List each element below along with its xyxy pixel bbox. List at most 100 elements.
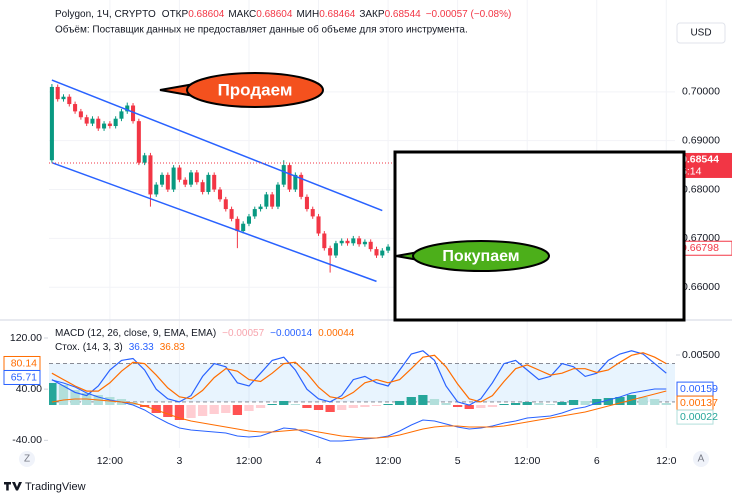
candle-body <box>270 194 275 207</box>
ohlc-value: 0.68544 <box>385 9 422 20</box>
histogram-bar <box>313 405 324 410</box>
candle-body <box>90 118 95 124</box>
nav-right[interactable]: A <box>698 454 705 465</box>
histogram-bar <box>290 404 300 405</box>
candle-body <box>131 105 136 122</box>
candle-body <box>304 196 309 210</box>
candle-body <box>339 240 344 244</box>
candle-body <box>212 174 217 190</box>
x-tick-label: 12:0 <box>656 455 677 467</box>
histogram-bar <box>592 399 602 405</box>
nav-button[interactable] <box>693 451 709 467</box>
candle-body <box>374 249 379 256</box>
histogram-bar <box>325 405 335 412</box>
histogram-bar <box>151 405 161 413</box>
x-tick-label: 12:00 <box>375 455 401 467</box>
ohlc-value: 0.68464 <box>319 9 356 20</box>
candle-body <box>293 174 298 190</box>
legend-value: −0.00014 <box>270 328 312 339</box>
nav-left[interactable]: Z <box>24 454 30 465</box>
histogram-bar <box>406 397 416 405</box>
candle-body <box>67 96 72 105</box>
histogram-bar <box>348 405 358 408</box>
branding: TradingView <box>25 481 86 493</box>
legend-value: 0.00044 <box>318 328 355 339</box>
histogram-bar <box>418 395 428 405</box>
candle-body <box>252 209 257 217</box>
candle-body <box>223 199 228 210</box>
histogram-bar <box>360 405 370 407</box>
histogram-bar <box>302 405 312 408</box>
candle-body <box>73 104 78 112</box>
histogram-bar <box>557 402 567 405</box>
candle-body <box>299 174 304 197</box>
candle-body <box>177 167 182 180</box>
value-label-box <box>676 409 714 425</box>
buy-bubble <box>412 240 550 272</box>
histogram-bar <box>568 400 579 405</box>
value-label: 0.00137 <box>680 397 718 409</box>
candle-body <box>125 105 130 112</box>
x-tick-label: 3 <box>176 455 182 467</box>
histogram-bar <box>603 398 613 405</box>
last-price-label: 0.68544 <box>681 154 719 166</box>
last-price-box <box>677 152 732 178</box>
candle-body <box>333 243 338 256</box>
candle-body <box>386 246 391 251</box>
candle-body <box>362 241 367 245</box>
histogram-bar <box>545 404 556 405</box>
candle-body <box>275 184 280 207</box>
y2-tick-label: 0.00500 <box>682 349 720 361</box>
indicator-line <box>51 350 667 406</box>
ohlc-label: ОТКР <box>162 9 189 20</box>
x-tick-label: 5 <box>455 455 461 467</box>
histogram-bar <box>174 405 185 420</box>
ohlc-label: МАКС <box>228 9 256 20</box>
overlay-box <box>393 150 686 322</box>
x-tick-label: 12:00 <box>97 455 123 467</box>
histogram-bar <box>70 390 80 405</box>
stoch-band <box>49 363 675 402</box>
candle-body <box>96 118 101 129</box>
price-pane <box>49 79 675 283</box>
candle-body <box>328 248 333 256</box>
y-tick-label: 0.66000 <box>682 281 720 293</box>
histogram-bar <box>650 399 660 405</box>
value-label: 0.00159 <box>680 383 718 395</box>
histogram-bar <box>371 405 382 406</box>
y-tick-label: -40.00 <box>12 434 42 446</box>
nav-button[interactable] <box>19 451 35 467</box>
histogram-bar <box>163 405 173 417</box>
x-tick-label: 6 <box>594 455 600 467</box>
candle-body <box>183 179 188 185</box>
histogram-bar <box>267 404 277 405</box>
countdown: 6:14 <box>681 166 702 178</box>
x-tick-label: 4 <box>316 455 322 467</box>
legend-title: MACD (12, 26, close, 9, EMA, EMA) <box>55 328 216 339</box>
indicator-line <box>51 352 667 403</box>
ohlc-value: 0.68604 <box>188 9 225 20</box>
currency[interactable]: USD <box>690 28 711 39</box>
candle-body <box>119 111 124 119</box>
candle-body <box>241 223 246 232</box>
currency-button[interactable] <box>676 22 726 44</box>
logo <box>3 482 22 491</box>
candle-body <box>49 86 54 161</box>
candle-body <box>78 111 83 118</box>
candle-body <box>287 165 292 190</box>
legend-value: 36.33 <box>129 342 154 353</box>
candle-body <box>217 189 223 200</box>
histogram-bar <box>279 401 289 405</box>
y-tick-label: 0.70000 <box>682 86 720 98</box>
value-label-box <box>3 369 41 385</box>
change: −0.00057 (−0.08%) <box>426 9 512 20</box>
ohlc-label: МИН <box>296 9 319 20</box>
candle-body <box>102 123 107 129</box>
indicator-pane <box>49 350 675 442</box>
histogram-bar <box>58 385 69 405</box>
buy-label: Покупаем <box>442 248 519 265</box>
histogram-bar <box>638 397 648 405</box>
candle-body <box>281 165 286 185</box>
histogram-bar <box>453 405 463 407</box>
